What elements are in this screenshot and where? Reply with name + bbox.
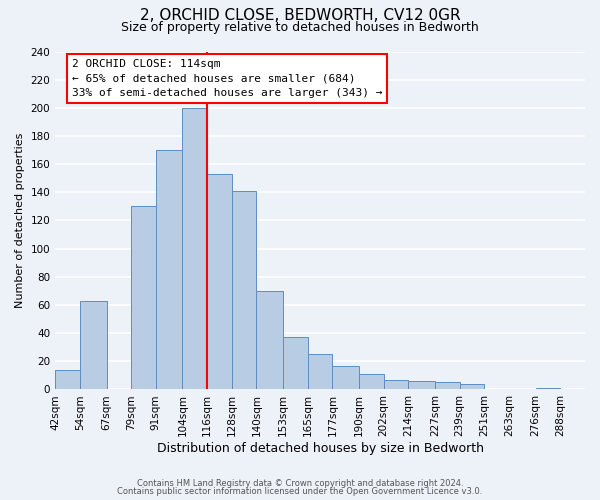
Bar <box>384 380 409 390</box>
Bar <box>156 150 182 390</box>
Bar <box>131 206 156 390</box>
Bar <box>308 354 332 390</box>
Bar <box>332 366 359 390</box>
Text: 2 ORCHID CLOSE: 114sqm
← 65% of detached houses are smaller (684)
33% of semi-de: 2 ORCHID CLOSE: 114sqm ← 65% of detached… <box>71 58 382 98</box>
Bar <box>55 370 80 390</box>
Bar <box>460 384 484 390</box>
Bar <box>256 291 283 390</box>
Text: Size of property relative to detached houses in Bedworth: Size of property relative to detached ho… <box>121 21 479 34</box>
Bar <box>536 388 560 390</box>
Text: Contains public sector information licensed under the Open Government Licence v3: Contains public sector information licen… <box>118 487 482 496</box>
Bar <box>409 381 435 390</box>
Bar <box>283 338 308 390</box>
Bar <box>80 300 107 390</box>
Text: 2, ORCHID CLOSE, BEDWORTH, CV12 0GR: 2, ORCHID CLOSE, BEDWORTH, CV12 0GR <box>140 8 460 22</box>
Y-axis label: Number of detached properties: Number of detached properties <box>15 133 25 308</box>
Text: Contains HM Land Registry data © Crown copyright and database right 2024.: Contains HM Land Registry data © Crown c… <box>137 478 463 488</box>
Bar <box>435 382 460 390</box>
Bar <box>359 374 384 390</box>
Bar <box>207 174 232 390</box>
Bar <box>182 108 207 390</box>
Bar <box>232 191 256 390</box>
X-axis label: Distribution of detached houses by size in Bedworth: Distribution of detached houses by size … <box>157 442 484 455</box>
